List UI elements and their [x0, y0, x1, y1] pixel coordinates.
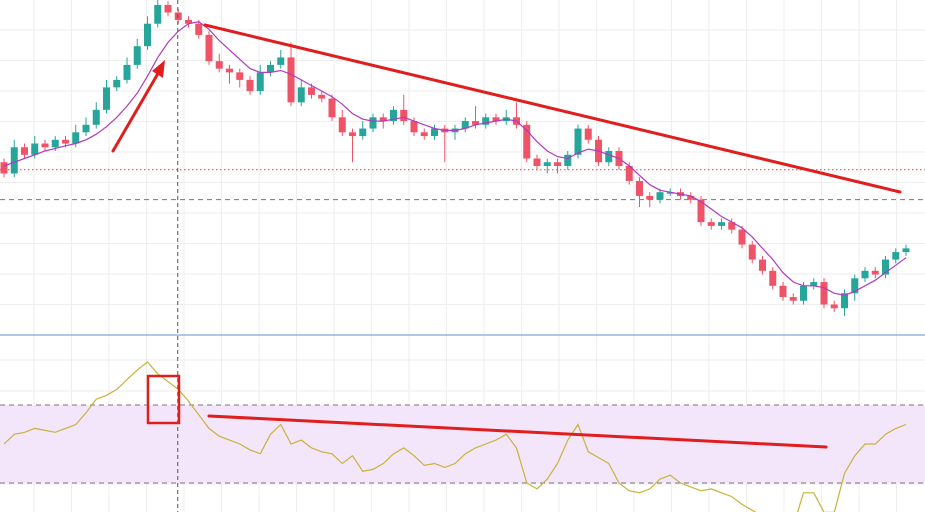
candle-body — [195, 23, 203, 35]
candle-body — [328, 98, 336, 118]
candle-body — [861, 270, 869, 279]
candle-body — [830, 304, 838, 309]
candle-body — [738, 229, 746, 245]
candle-body — [820, 282, 828, 305]
candle-body — [10, 147, 18, 174]
candle-body — [636, 180, 643, 196]
moving-average-line — [3, 21, 907, 296]
candle-body — [769, 270, 777, 286]
candle-body — [759, 259, 766, 271]
candle-body — [215, 61, 223, 69]
candle-body — [390, 109, 397, 122]
candle-body — [297, 87, 305, 103]
candle-body — [205, 34, 213, 62]
candle-body — [41, 143, 49, 148]
price-levels — [0, 169, 925, 201]
moving-average-layer — [3, 21, 907, 296]
annotations — [111, 23, 902, 449]
candle-body — [697, 199, 705, 223]
candle-body — [287, 57, 295, 103]
candle-body — [482, 117, 490, 125]
candle-body — [123, 64, 131, 80]
candle-body — [666, 192, 674, 194]
candle-body — [687, 195, 695, 200]
candle-body — [92, 109, 100, 125]
candle-body — [72, 132, 80, 144]
candle-body — [656, 192, 664, 200]
candle-body — [605, 151, 613, 163]
candle-body — [564, 154, 572, 166]
candle-body — [779, 285, 787, 298]
candle-body — [492, 117, 500, 122]
candle-body — [62, 139, 69, 144]
arrow-head — [152, 60, 165, 78]
candle-body — [543, 162, 551, 166]
candle-body — [472, 121, 479, 125]
candle-body — [410, 121, 418, 133]
candle-body — [0, 162, 8, 174]
candles — [0, 0, 910, 316]
candle-body — [236, 72, 244, 80]
candle-body — [318, 94, 326, 99]
candle-body — [523, 124, 531, 159]
trendline-oscillator — [207, 414, 828, 449]
candle-body — [349, 132, 356, 137]
candle-body — [400, 109, 408, 122]
candle-body — [420, 132, 428, 137]
candle-body — [185, 19, 192, 24]
candle-body — [574, 128, 582, 155]
candle-body — [82, 124, 90, 133]
candle-body — [226, 68, 233, 73]
candle-body — [256, 72, 264, 92]
oscillator-panel — [0, 361, 925, 512]
oscillator-line — [3, 361, 907, 512]
candle-body — [246, 79, 254, 92]
candle-body — [103, 87, 110, 110]
candle-body — [338, 117, 346, 133]
candle-body — [308, 87, 315, 95]
candle-body — [882, 259, 889, 275]
candle-body — [133, 46, 141, 65]
candle-body — [21, 147, 28, 155]
candle-body — [31, 143, 39, 155]
candle-body — [789, 297, 797, 301]
candle-body — [800, 285, 807, 301]
trendline-price — [203, 23, 902, 194]
candle-body — [841, 293, 848, 309]
candle-body — [359, 128, 367, 137]
candle-body — [369, 117, 377, 129]
candle-body — [748, 244, 756, 260]
arrow-shaft — [111, 68, 162, 153]
candle-body — [164, 5, 172, 13]
candle-body — [267, 64, 274, 73]
candle-body — [707, 222, 715, 226]
candle-body — [431, 128, 438, 137]
candle-body — [144, 23, 151, 47]
candle-body — [461, 121, 469, 129]
candle-body — [51, 139, 59, 148]
candle-body — [646, 195, 654, 200]
candle-body — [379, 117, 387, 122]
candle-body — [113, 79, 121, 88]
candle-body — [902, 248, 910, 253]
candle-body — [871, 270, 879, 275]
candle-body — [625, 165, 633, 181]
candle-body — [277, 57, 285, 65]
candle-body — [584, 128, 592, 140]
candle-body — [533, 158, 541, 166]
candle-body — [892, 252, 900, 260]
candle-body — [810, 282, 818, 286]
candle-body — [728, 222, 736, 230]
candle-body — [718, 222, 725, 226]
candle-body — [554, 162, 561, 166]
candle-body — [851, 278, 859, 294]
highlight-box — [146, 374, 181, 425]
candle-body — [154, 5, 162, 24]
